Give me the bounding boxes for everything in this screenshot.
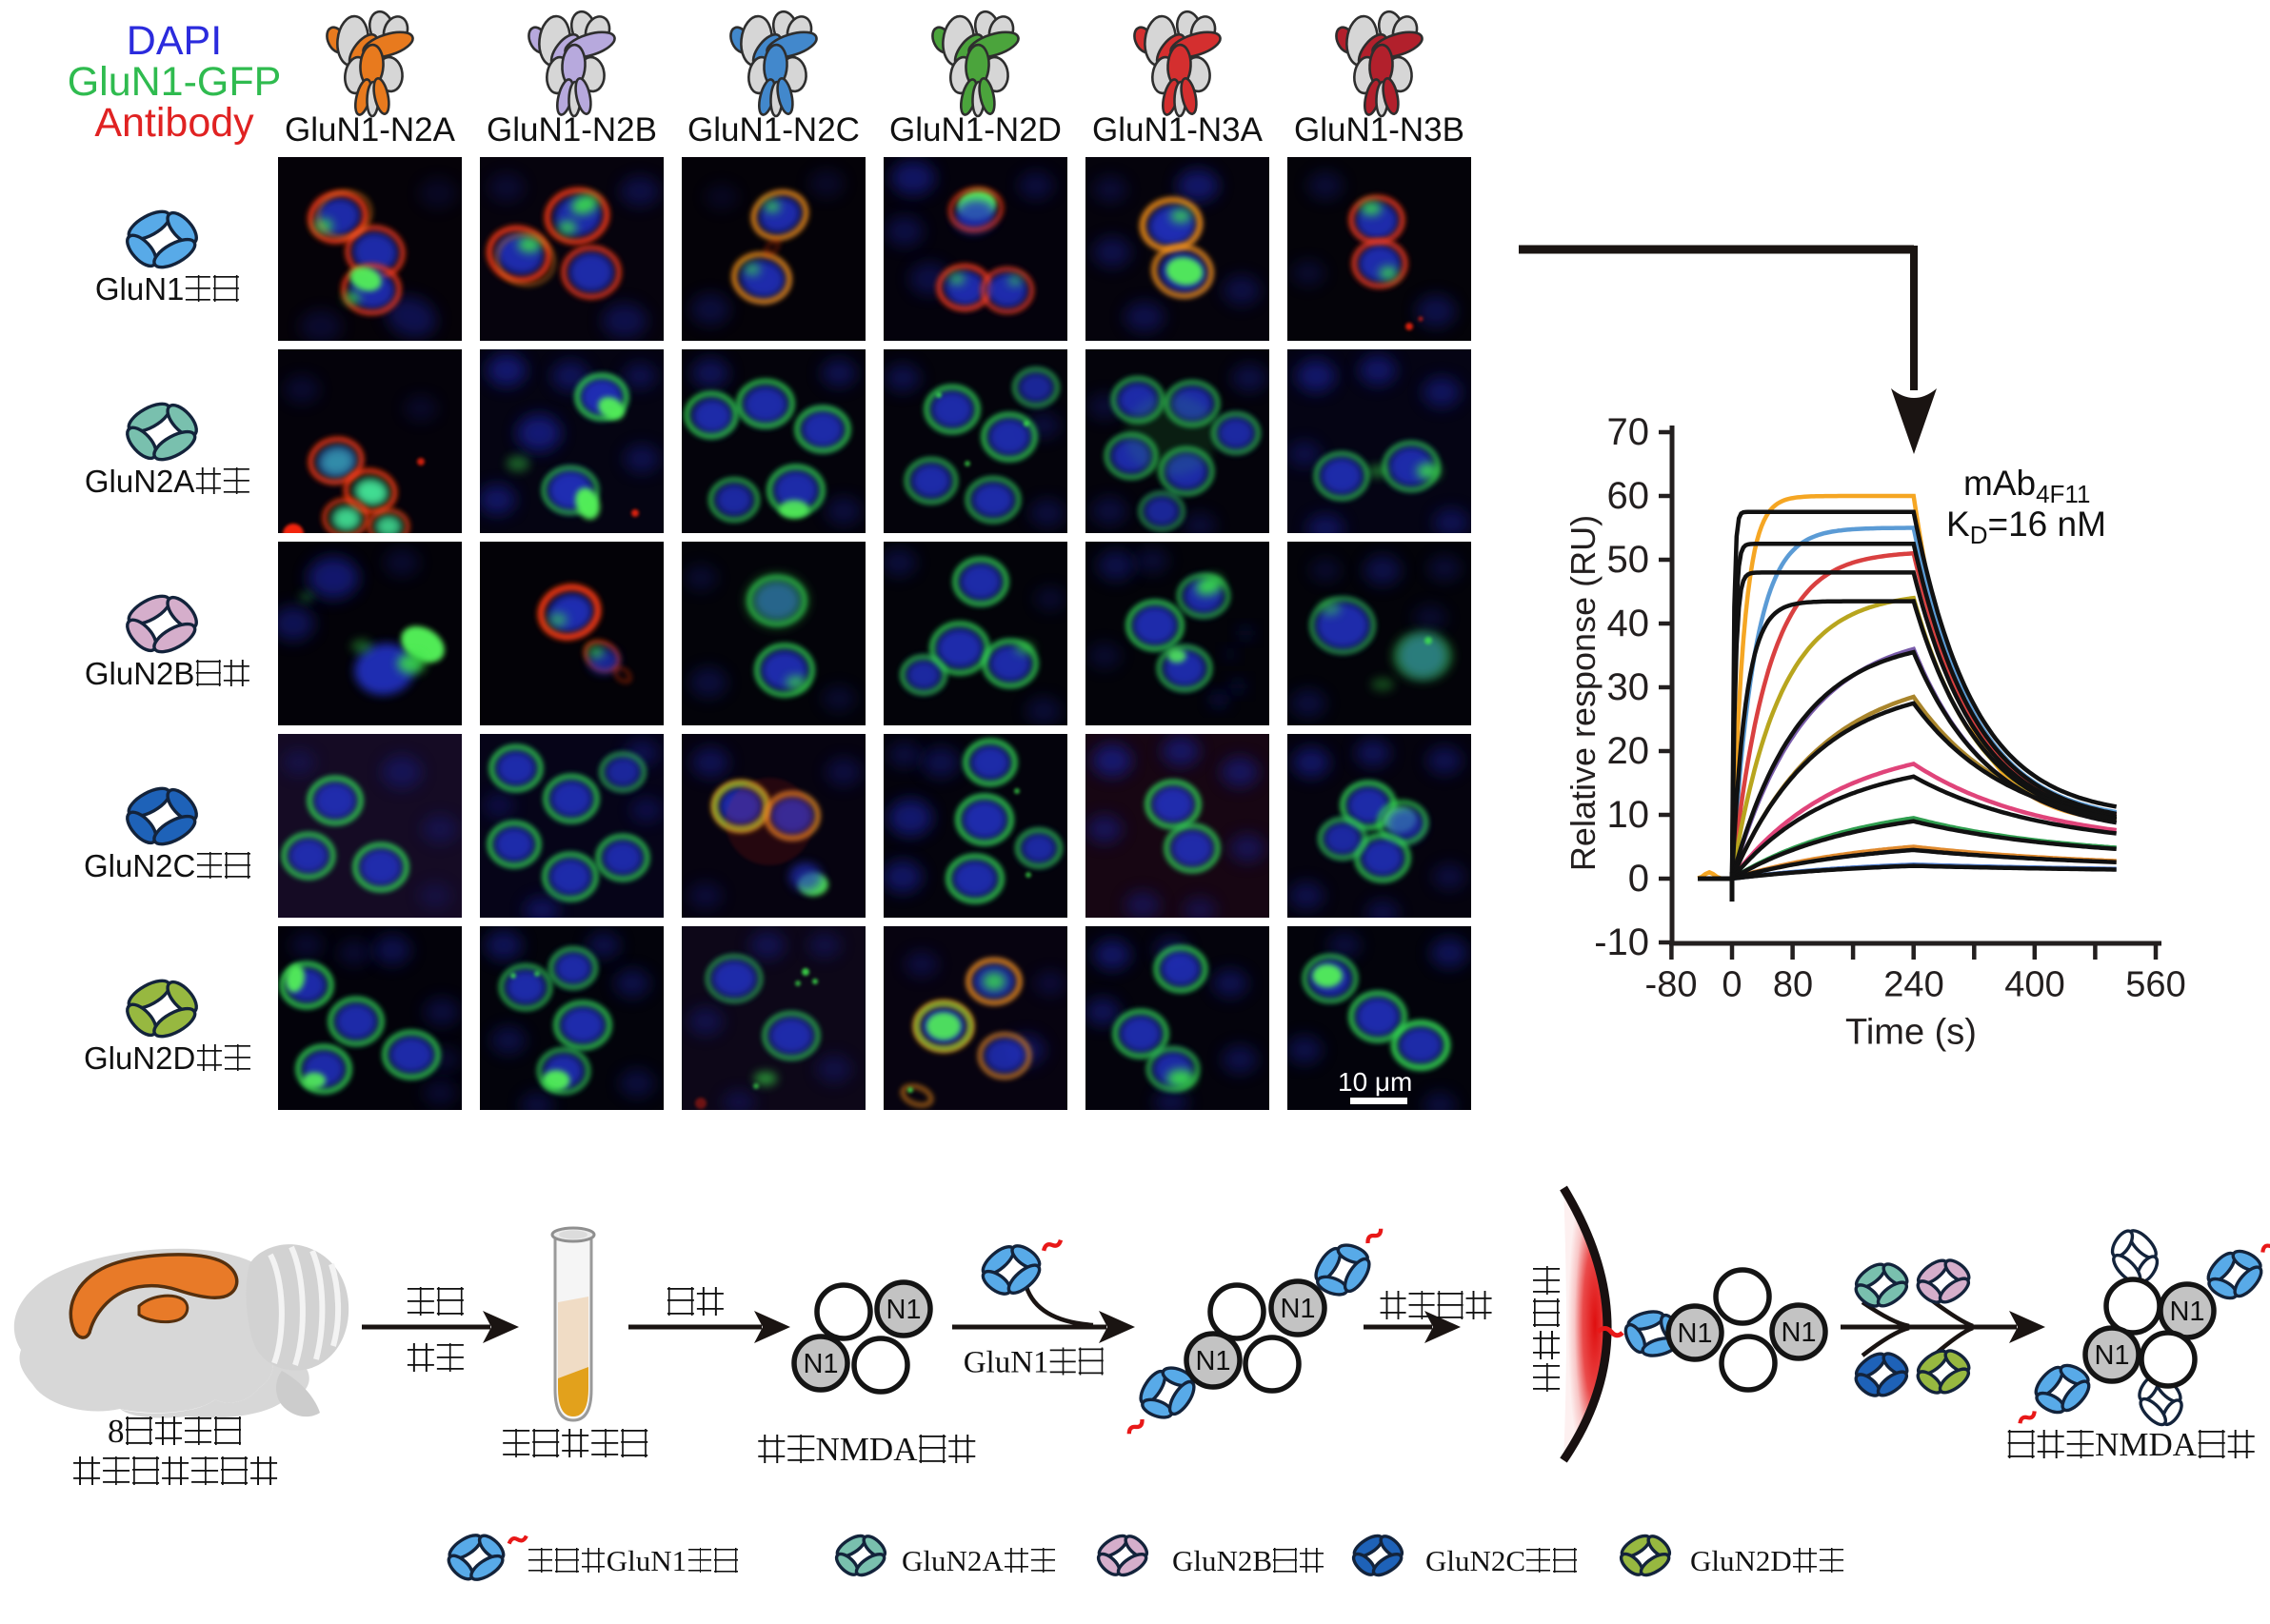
svg-text:N1: N1: [2169, 1297, 2204, 1327]
svg-text:N1: N1: [1195, 1346, 1230, 1376]
svg-text:N1: N1: [1677, 1318, 1712, 1349]
svg-text:N1: N1: [1280, 1294, 1315, 1324]
svg-text:N1: N1: [2094, 1340, 2129, 1371]
svg-text:N1: N1: [1781, 1317, 1816, 1348]
svg-text:10 μm: 10 μm: [1338, 1067, 1412, 1097]
svg-text:N1: N1: [886, 1295, 921, 1325]
svg-text:N1: N1: [803, 1349, 838, 1379]
